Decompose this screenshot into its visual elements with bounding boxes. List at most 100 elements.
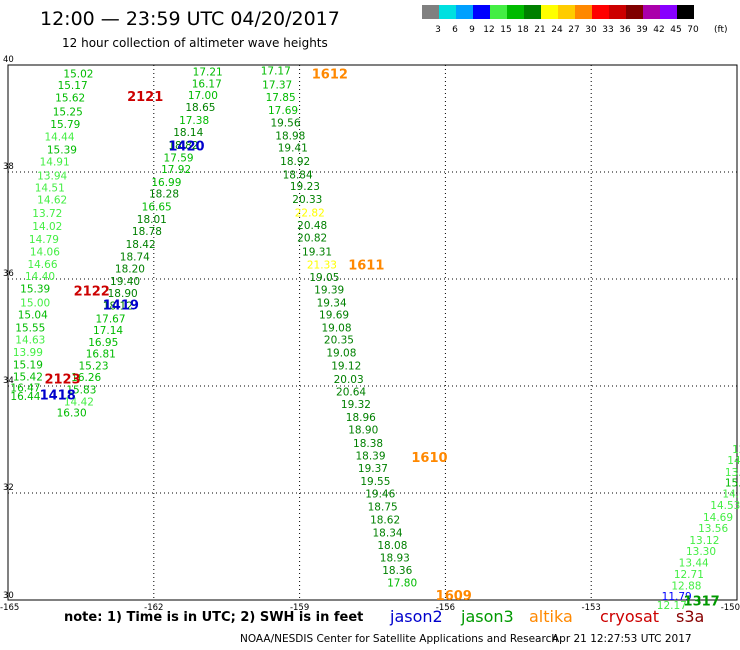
wave-height-label: 14.62 (37, 195, 67, 207)
wave-height-label: 16.44 (10, 391, 40, 403)
wave-height-label: 15.02 (63, 68, 93, 80)
wave-height-label: 13.38 (725, 467, 740, 479)
wave-height-label: 20.64 (336, 387, 366, 399)
wave-height-label: 18.90 (348, 425, 378, 437)
wave-height-label: 19.23 (290, 181, 320, 193)
wave-height-label: 14.40 (25, 271, 55, 283)
wave-height-label: 19.12 (331, 360, 361, 372)
wave-height-label: 14.63 (722, 488, 740, 500)
lon-tick-label: -150 (721, 603, 740, 613)
legend-swatch (524, 5, 541, 19)
legend-swatch (660, 5, 677, 19)
wave-height-label: 18.36 (382, 565, 412, 577)
pass-id-label: 1420 (168, 140, 204, 155)
wave-height-label: 14.53 (710, 500, 740, 512)
map-frame (7, 64, 738, 601)
legend-label: 12 (483, 25, 495, 35)
wave-height-label: 16.65 (142, 202, 172, 214)
wave-height-label: 18.28 (149, 189, 179, 201)
wave-height-label: 18.98 (275, 130, 305, 142)
legend-label: 21 (534, 25, 546, 35)
legend-swatch (677, 5, 694, 19)
wave-height-label: 19.05 (309, 272, 339, 284)
wave-height-label: 18.01 (137, 214, 167, 226)
wave-height-label: 15.29 (725, 478, 740, 490)
pass-id-label: 1612 (312, 67, 348, 82)
wave-height-label: 15.39 (20, 283, 50, 295)
pass-id-label: 1611 (348, 258, 384, 273)
legend-label: 15 (500, 25, 512, 35)
pass-id-label: 1317 (684, 594, 720, 609)
wave-height-label: 15.19 (13, 359, 43, 371)
legend-label: 6 (452, 25, 458, 35)
wave-height-label: 17.59 (164, 152, 194, 164)
wave-height-label: 18.14 (173, 127, 203, 139)
pass-id-label: 1419 (103, 298, 139, 313)
wave-height-label: 15.25 (53, 106, 83, 118)
wave-height-label: 19.46 (365, 488, 395, 500)
wave-height-label: 19.37 (358, 463, 388, 475)
legend-swatch (456, 5, 473, 19)
wave-height-label: 15.42 (13, 372, 43, 384)
legend-swatch (592, 5, 609, 19)
generation-timestamp: Apr 21 12:27:53 UTC 2017 (552, 633, 692, 645)
wave-height-label: 16.95 (88, 337, 118, 349)
wave-height-label: 14.66 (727, 455, 740, 467)
legend-label: 9 (469, 25, 475, 35)
pass-id-label: 2121 (127, 90, 163, 105)
pass-id-label: 1609 (436, 589, 472, 604)
wave-height-label: 16.30 (57, 407, 87, 419)
wave-height-label: 13.56 (698, 523, 728, 535)
satellite-legend-s3a: s3a (676, 607, 705, 626)
wave-height-label: 12.71 (674, 569, 704, 581)
legend-label: 42 (653, 25, 665, 35)
wave-height-label: 14.06 (30, 246, 60, 258)
wave-height-label: 14.44 (44, 131, 74, 143)
wave-height-label: 17.00 (188, 90, 218, 102)
wave-height-label: 19.41 (278, 143, 308, 155)
satellite-legend-cryosat: cryosat (600, 607, 660, 626)
wave-height-label: 14.02 (32, 221, 62, 233)
wave-height-label: 16.17 (192, 78, 222, 90)
legend-swatch (575, 5, 592, 19)
wave-height-label: 16.26 (71, 372, 101, 384)
wave-height-label: 18.78 (132, 226, 162, 238)
wave-height-label: 19.08 (321, 322, 351, 334)
lat-tick-label: 40 (3, 55, 14, 65)
wave-height-label: 12.88 (671, 580, 701, 592)
legend-label: 70 (687, 25, 699, 35)
wave-height-label: 13.12 (689, 535, 719, 547)
wave-height-label: 19.69 (319, 310, 349, 322)
wave-height-label: 18.62 (370, 514, 400, 526)
wave-height-label: 22.82 (295, 207, 325, 219)
wave-height-label: 12.17 (657, 600, 687, 612)
legend-swatch (541, 5, 558, 19)
lat-tick-label: 38 (3, 162, 14, 172)
lon-tick-label: -156 (436, 603, 455, 613)
pass-id-label: 2122 (74, 285, 110, 300)
wave-height-label: 13.94 (37, 170, 67, 182)
legend-swatch (609, 5, 626, 19)
wave-height-label: 19.56 (270, 118, 300, 130)
wave-height-label: 18.20 (115, 264, 145, 276)
wave-height-label: 17.17 (261, 66, 291, 78)
page-subtitle: 12 hour collection of altimeter wave hei… (62, 36, 328, 50)
lon-tick-label: -162 (144, 603, 163, 613)
wave-height-label: 15.39 (47, 144, 77, 156)
wave-height-label: 17.80 (387, 578, 417, 590)
wave-height-label: 20.82 (297, 233, 327, 245)
footnote: note: 1) Time is in UTC; 2) SWH is in fe… (64, 610, 364, 625)
legend-swatch (626, 5, 643, 19)
wave-height-label: 17.38 (179, 115, 209, 127)
wave-height-label: 11.79 (662, 591, 692, 603)
legend-swatch (490, 5, 507, 19)
wave-height-label: 17.14 (93, 325, 123, 337)
credit-line: NOAA/NESDIS Center for Satellite Applica… (240, 633, 558, 645)
wave-height-label: 14.66 (27, 259, 57, 271)
wave-height-label: 18.90 (108, 288, 138, 300)
wave-height-label: 18.74 (120, 251, 150, 263)
legend-label: 24 (551, 25, 563, 35)
wave-height-label: 14.79 (29, 234, 59, 246)
